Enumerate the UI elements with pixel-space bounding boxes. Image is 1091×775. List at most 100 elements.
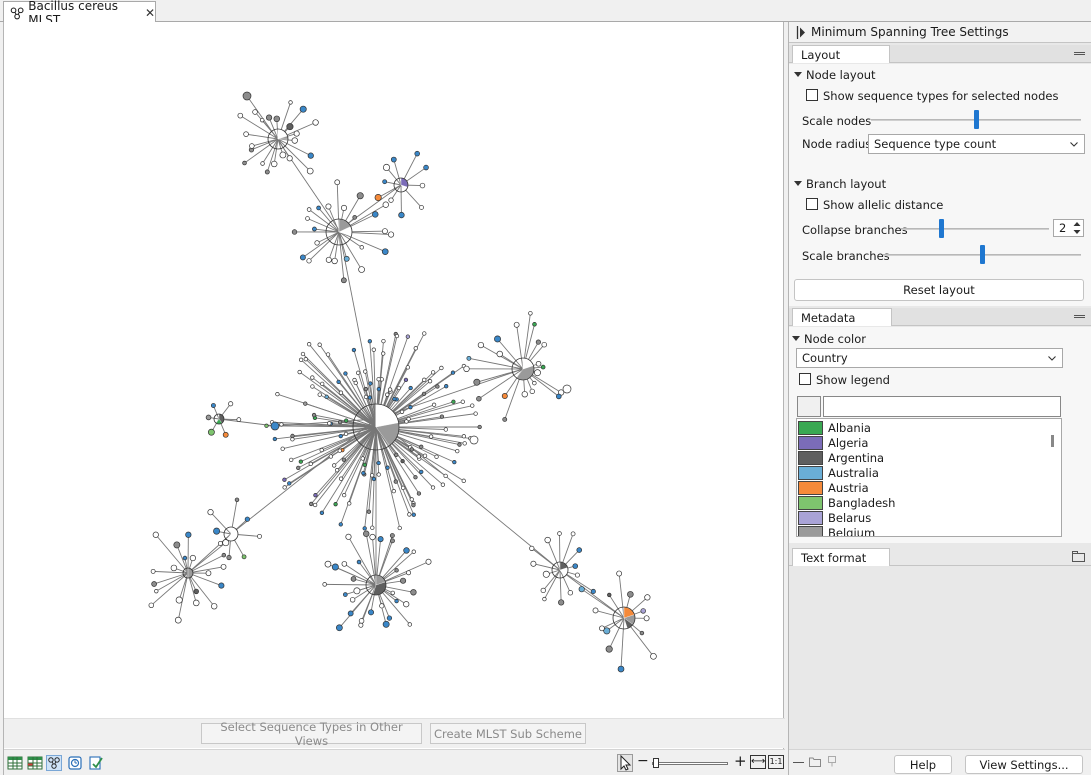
sequence-type-node[interactable] <box>298 357 304 362</box>
sequence-type-node[interactable] <box>521 391 528 398</box>
sequence-type-node[interactable] <box>400 458 405 464</box>
table-view-2-icon[interactable] <box>27 755 43 771</box>
sequence-type-node[interactable] <box>217 540 223 546</box>
legend-item-austria[interactable]: Austria <box>798 480 1048 495</box>
sequence-type-node[interactable] <box>599 625 605 632</box>
sequence-type-node[interactable] <box>343 371 348 376</box>
sequence-type-node[interactable] <box>409 497 414 502</box>
sequence-type-node[interactable] <box>367 395 373 400</box>
sequence-type-node[interactable] <box>279 422 284 427</box>
sequence-type-node[interactable] <box>403 547 410 554</box>
folder-icon[interactable] <box>809 756 821 767</box>
show-sequence-types-checkbox[interactable] <box>806 89 818 101</box>
sequence-type-node[interactable] <box>534 369 541 377</box>
sequence-type-node[interactable] <box>297 369 302 375</box>
sequence-type-node[interactable] <box>390 538 395 544</box>
color-swatch[interactable] <box>798 450 823 465</box>
sequence-type-node[interactable] <box>340 277 347 284</box>
legend-item-algeria[interactable]: Algeria <box>798 435 1048 450</box>
sequence-type-node[interactable] <box>303 401 308 406</box>
sequence-type-node[interactable] <box>314 240 320 246</box>
sequence-type-node[interactable] <box>340 204 348 211</box>
sequence-type-node[interactable] <box>502 417 508 422</box>
sequence-type-node[interactable] <box>407 512 412 517</box>
legend-scrollbar[interactable] <box>1051 435 1054 447</box>
history-icon[interactable] <box>67 755 83 771</box>
collapse-panel-icon[interactable] <box>796 26 806 39</box>
legend-item-belgium[interactable]: Belgium <box>798 525 1048 536</box>
sequence-type-node[interactable] <box>182 555 188 561</box>
sequence-type-node[interactable] <box>344 418 349 423</box>
sequence-type-node[interactable] <box>535 360 542 367</box>
sequence-type-node[interactable] <box>299 105 307 113</box>
sequence-type-node[interactable] <box>392 396 397 402</box>
sequence-type-node[interactable] <box>299 254 306 261</box>
sequence-type-node[interactable] <box>605 645 613 653</box>
sequence-type-node[interactable] <box>462 441 467 446</box>
sequence-type-node[interactable] <box>385 465 390 470</box>
sequence-type-node[interactable] <box>322 582 327 587</box>
sequence-type-node[interactable] <box>244 516 250 522</box>
sequence-type-node[interactable] <box>310 384 315 389</box>
sequence-type-node[interactable] <box>439 365 444 371</box>
sequence-type-node[interactable] <box>327 421 332 426</box>
sequence-type-node[interactable] <box>282 477 287 482</box>
sequence-type-node[interactable] <box>236 417 242 423</box>
sequence-type-node[interactable] <box>413 475 418 480</box>
sequence-type-node[interactable] <box>307 342 312 347</box>
sequence-type-node[interactable] <box>557 531 562 536</box>
sequence-type-node[interactable] <box>280 446 285 451</box>
sequence-type-node[interactable] <box>257 533 262 539</box>
sequence-type-node[interactable] <box>555 393 562 400</box>
sequence-type-node[interactable] <box>394 598 399 604</box>
sequence-type-node[interactable] <box>298 459 303 464</box>
sequence-type-node[interactable] <box>572 563 579 569</box>
sequence-type-node[interactable] <box>193 599 200 607</box>
sequence-type-node[interactable] <box>325 352 331 357</box>
sequence-type-node[interactable] <box>435 384 440 389</box>
sequence-type-node[interactable] <box>291 229 298 235</box>
sequence-type-node[interactable] <box>174 616 182 624</box>
sequence-type-node[interactable] <box>411 549 416 554</box>
sequence-type-node[interactable] <box>416 491 422 496</box>
sequence-type-node[interactable] <box>371 347 376 352</box>
sequence-type-node[interactable] <box>265 114 273 121</box>
sequence-type-node[interactable] <box>382 620 390 628</box>
color-swatch[interactable] <box>798 510 823 525</box>
sequence-type-node[interactable] <box>410 589 417 596</box>
sequence-type-node[interactable] <box>428 434 434 439</box>
color-picker-button[interactable] <box>797 396 821 417</box>
sequence-type-node[interactable] <box>389 533 395 539</box>
sequence-type-node[interactable] <box>381 228 388 235</box>
sequence-type-node[interactable] <box>460 399 465 404</box>
sequence-type-node[interactable] <box>376 460 381 466</box>
sequence-type-node[interactable] <box>341 457 347 462</box>
sequence-type-node[interactable] <box>222 431 229 438</box>
sequence-type-node[interactable] <box>541 341 547 348</box>
sequence-type-node[interactable] <box>376 377 381 382</box>
sequence-type-node[interactable] <box>249 143 255 149</box>
sequence-type-node[interactable] <box>337 448 342 453</box>
sequence-type-node[interactable] <box>366 509 372 514</box>
sequence-type-node[interactable] <box>211 603 218 610</box>
zoom-in-icon[interactable]: + <box>734 752 747 770</box>
sequence-type-node[interactable] <box>356 559 362 565</box>
sequence-type-node[interactable] <box>319 447 324 453</box>
sequence-type-node[interactable] <box>369 473 375 478</box>
sequence-type-node[interactable] <box>431 402 437 407</box>
pin-icon[interactable] <box>826 756 838 767</box>
sequence-type-node[interactable] <box>325 203 332 210</box>
sequence-type-node[interactable] <box>333 502 338 507</box>
expand-node-layout-icon[interactable] <box>794 72 802 77</box>
sequence-type-node[interactable] <box>398 211 405 219</box>
legend-item-argentina[interactable]: Argentina <box>798 450 1048 465</box>
sequence-type-node[interactable] <box>396 385 401 391</box>
sequence-type-node[interactable] <box>466 355 472 361</box>
sequence-type-node[interactable] <box>303 357 308 362</box>
sequence-type-node[interactable] <box>422 331 427 336</box>
sequence-type-node[interactable] <box>423 164 429 171</box>
sequence-type-node[interactable] <box>286 123 294 131</box>
sequence-type-node[interactable] <box>427 379 433 384</box>
sequence-type-node[interactable] <box>382 163 391 172</box>
pointer-icon[interactable] <box>617 754 633 772</box>
